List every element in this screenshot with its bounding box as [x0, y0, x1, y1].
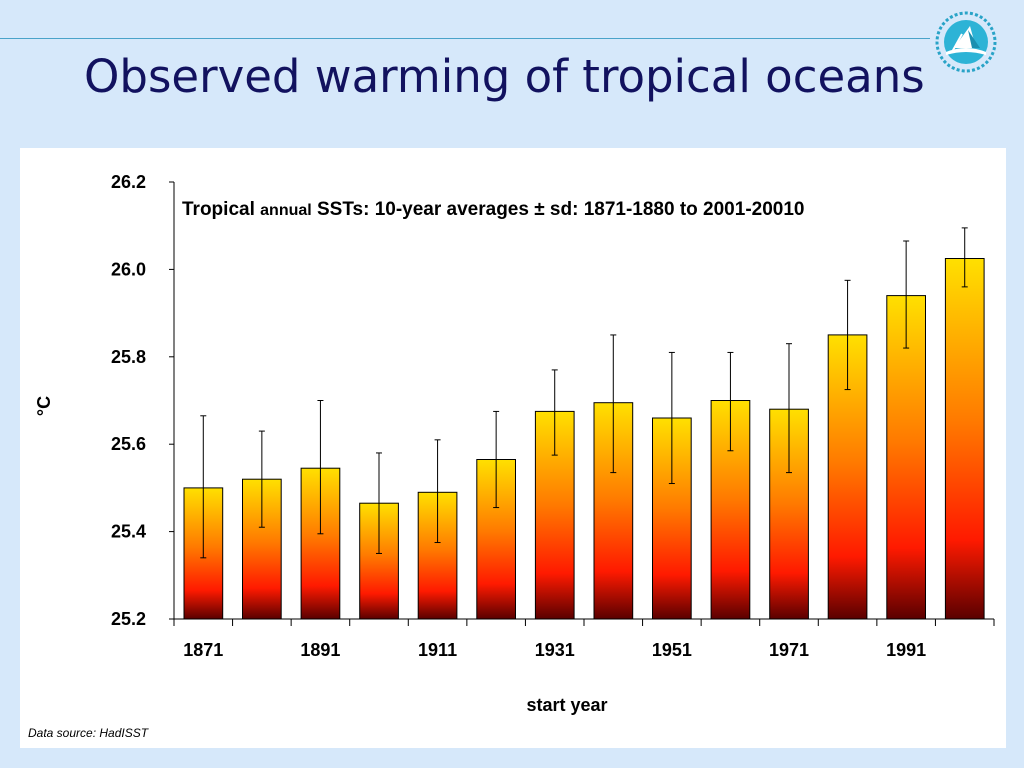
y-axis-label: °C	[34, 396, 54, 416]
x-tick-label-1871: 1871	[183, 640, 223, 660]
slide-title: Observed warming of tropical oceans	[84, 50, 925, 103]
error-bar-1981	[844, 279, 851, 391]
y-tick-label-25.8: 25.8	[111, 347, 146, 367]
error-bar-1881	[258, 430, 265, 528]
x-tick-label-1931: 1931	[535, 640, 575, 660]
error-bar-1921	[493, 410, 500, 509]
y-tick-label-26.0: 26.0	[111, 259, 146, 279]
chart-title-part-2: annual	[260, 202, 312, 219]
error-bar-1871	[200, 415, 207, 559]
x-tick-label-1991: 1991	[886, 640, 926, 660]
sst-bar-chart: Tropical annual SSTs: 10-year averages ±…	[34, 172, 995, 715]
chart-panel: Tropical annual SSTs: 10-year averages ±…	[20, 148, 1006, 748]
x-axis-label: start year	[526, 695, 607, 715]
error-bar-1931	[551, 369, 558, 456]
bar-1981	[827, 334, 868, 620]
y-tick-label-26.2: 26.2	[111, 172, 146, 192]
error-bar-2001	[961, 227, 968, 288]
error-bar-1911	[434, 439, 441, 544]
chart-title: Tropical annual SSTs: 10-year averages ±…	[182, 199, 804, 220]
bar-2001	[944, 258, 985, 620]
error-bar-1991	[903, 240, 910, 349]
y-tick-label-25.2: 25.2	[111, 609, 146, 629]
x-tick-label-1891: 1891	[300, 640, 340, 660]
error-bar-1951	[668, 351, 675, 485]
error-bar-1891	[317, 400, 324, 535]
y-tick-label-25.4: 25.4	[111, 522, 146, 542]
x-tick-label-1911: 1911	[418, 640, 457, 660]
error-bar-1971	[786, 343, 792, 474]
chart-title-part-3: SSTs: 10-year averages ± sd: 1871-1880 t…	[317, 199, 805, 220]
error-bar-1901	[376, 452, 382, 554]
data-source-note: Data source: HadISST	[28, 726, 149, 740]
header-rule	[0, 38, 930, 39]
x-tick-label-1971: 1971	[769, 640, 809, 660]
y-tick-label-25.6: 25.6	[111, 434, 146, 454]
chart-title-part-1: Tropical	[182, 199, 255, 220]
error-bar-1941	[610, 334, 617, 474]
x-tick-label-1951: 1951	[652, 640, 692, 660]
bar-1991	[886, 295, 926, 620]
research-vessel-emblem-icon	[935, 11, 997, 73]
error-bar-1961	[727, 351, 734, 452]
bar-1911	[417, 491, 458, 620]
